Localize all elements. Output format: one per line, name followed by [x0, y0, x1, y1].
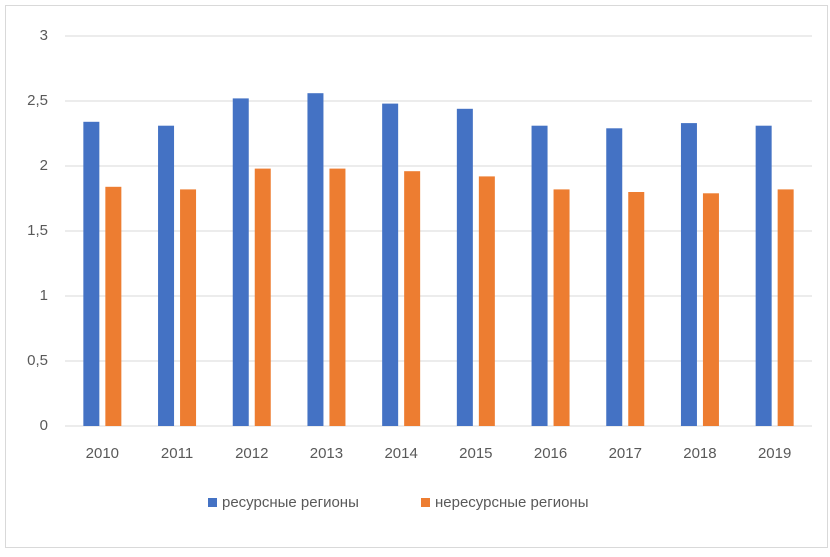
legend-swatch — [208, 498, 217, 507]
x-tick-label: 2012 — [235, 445, 268, 462]
x-tick-label: 2016 — [534, 445, 567, 462]
bar — [456, 108, 473, 427]
y-tick-label: 2 — [40, 157, 48, 174]
y-tick-label: 2,5 — [27, 92, 48, 109]
bar — [531, 125, 548, 426]
bar — [180, 189, 197, 426]
bar — [553, 189, 570, 426]
bar — [680, 123, 697, 426]
x-tick-label: 2017 — [609, 445, 642, 462]
bar — [382, 103, 399, 426]
x-tick-label: 2011 — [161, 445, 193, 462]
bar — [606, 128, 623, 427]
x-tick-label: 2014 — [384, 445, 417, 462]
y-tick-label: 0,5 — [27, 352, 48, 369]
bar — [777, 189, 794, 426]
y-tick-label: 1,5 — [27, 222, 48, 239]
x-tick-label: 2019 — [758, 445, 791, 462]
bar — [254, 168, 271, 426]
x-tick-label: 2010 — [86, 445, 119, 462]
bar — [404, 171, 421, 426]
bar — [158, 125, 175, 426]
bar — [702, 193, 719, 426]
legend-swatch — [421, 498, 430, 507]
legend-label: ресурсные регионы — [222, 494, 359, 511]
bar — [307, 93, 324, 426]
x-tick-label: 2018 — [683, 445, 716, 462]
bar — [329, 168, 346, 426]
legend-label: нересурсные регионы — [435, 494, 589, 511]
y-tick-label: 3 — [40, 27, 48, 44]
x-tick-label: 2013 — [310, 445, 343, 462]
y-tick-label: 1 — [40, 287, 48, 304]
bar — [628, 192, 645, 426]
y-tick-label: 0 — [40, 417, 48, 434]
bar — [83, 121, 100, 427]
bar — [755, 125, 772, 426]
bar — [478, 176, 495, 426]
x-tick-label: 2015 — [459, 445, 492, 462]
bar — [232, 98, 249, 427]
bar — [105, 186, 122, 426]
